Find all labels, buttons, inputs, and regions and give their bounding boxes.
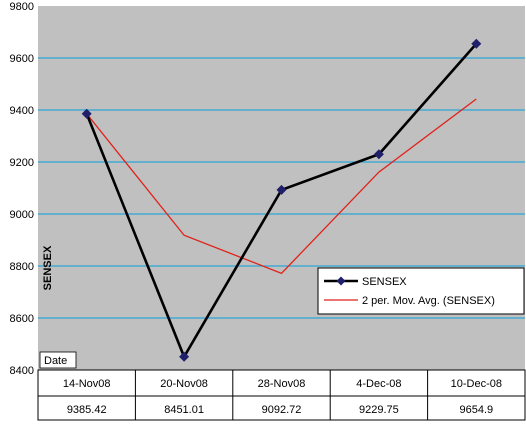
data-table: [37, 369, 526, 421]
x-tick-label: 4-Dec-08: [356, 378, 401, 390]
series-moving-average-line: [86, 98, 477, 275]
x-tick-label: 10-Dec-08: [451, 378, 502, 390]
y-tick-label: 9400: [10, 105, 34, 117]
data-table-cell: 9385.42: [67, 404, 107, 416]
legend-label-moving-average: 2 per. Mov. Avg. (SENSEX): [362, 295, 495, 307]
data-table-cell: 9092.72: [262, 404, 302, 416]
legend-marker-sensex: [336, 276, 346, 286]
y-tick-label: 9800: [10, 1, 34, 13]
data-point-sensex: [373, 149, 384, 160]
data-table-cell: 9654.9: [459, 404, 493, 416]
data-table-cell: 8451.01: [164, 404, 204, 416]
x-tick-label: 14-Nov08: [63, 378, 111, 390]
y-tick-label: 9600: [10, 53, 34, 65]
y-tick-label: 9000: [10, 209, 34, 221]
data-point-sensex: [471, 38, 482, 49]
y-tick-label: 8800: [10, 261, 34, 273]
legend-box: [317, 267, 525, 315]
y-tick-label: 8400: [10, 365, 34, 377]
data-table-cell: 9229.75: [359, 404, 399, 416]
data-point-sensex: [276, 184, 287, 195]
y-axis-title: SENSEX: [42, 245, 54, 290]
x-tick-label: 20-Nov08: [160, 378, 208, 390]
y-tick-label: 8600: [10, 313, 34, 325]
y-tick-label: 9200: [10, 157, 34, 169]
x-axis-title: Date: [44, 355, 67, 367]
data-point-sensex: [179, 351, 190, 362]
x-axis-title-box: [39, 351, 77, 369]
data-point-sensex: [81, 108, 92, 119]
legend-label-sensex: SENSEX: [362, 276, 407, 288]
x-tick-label: 28-Nov08: [258, 378, 306, 390]
